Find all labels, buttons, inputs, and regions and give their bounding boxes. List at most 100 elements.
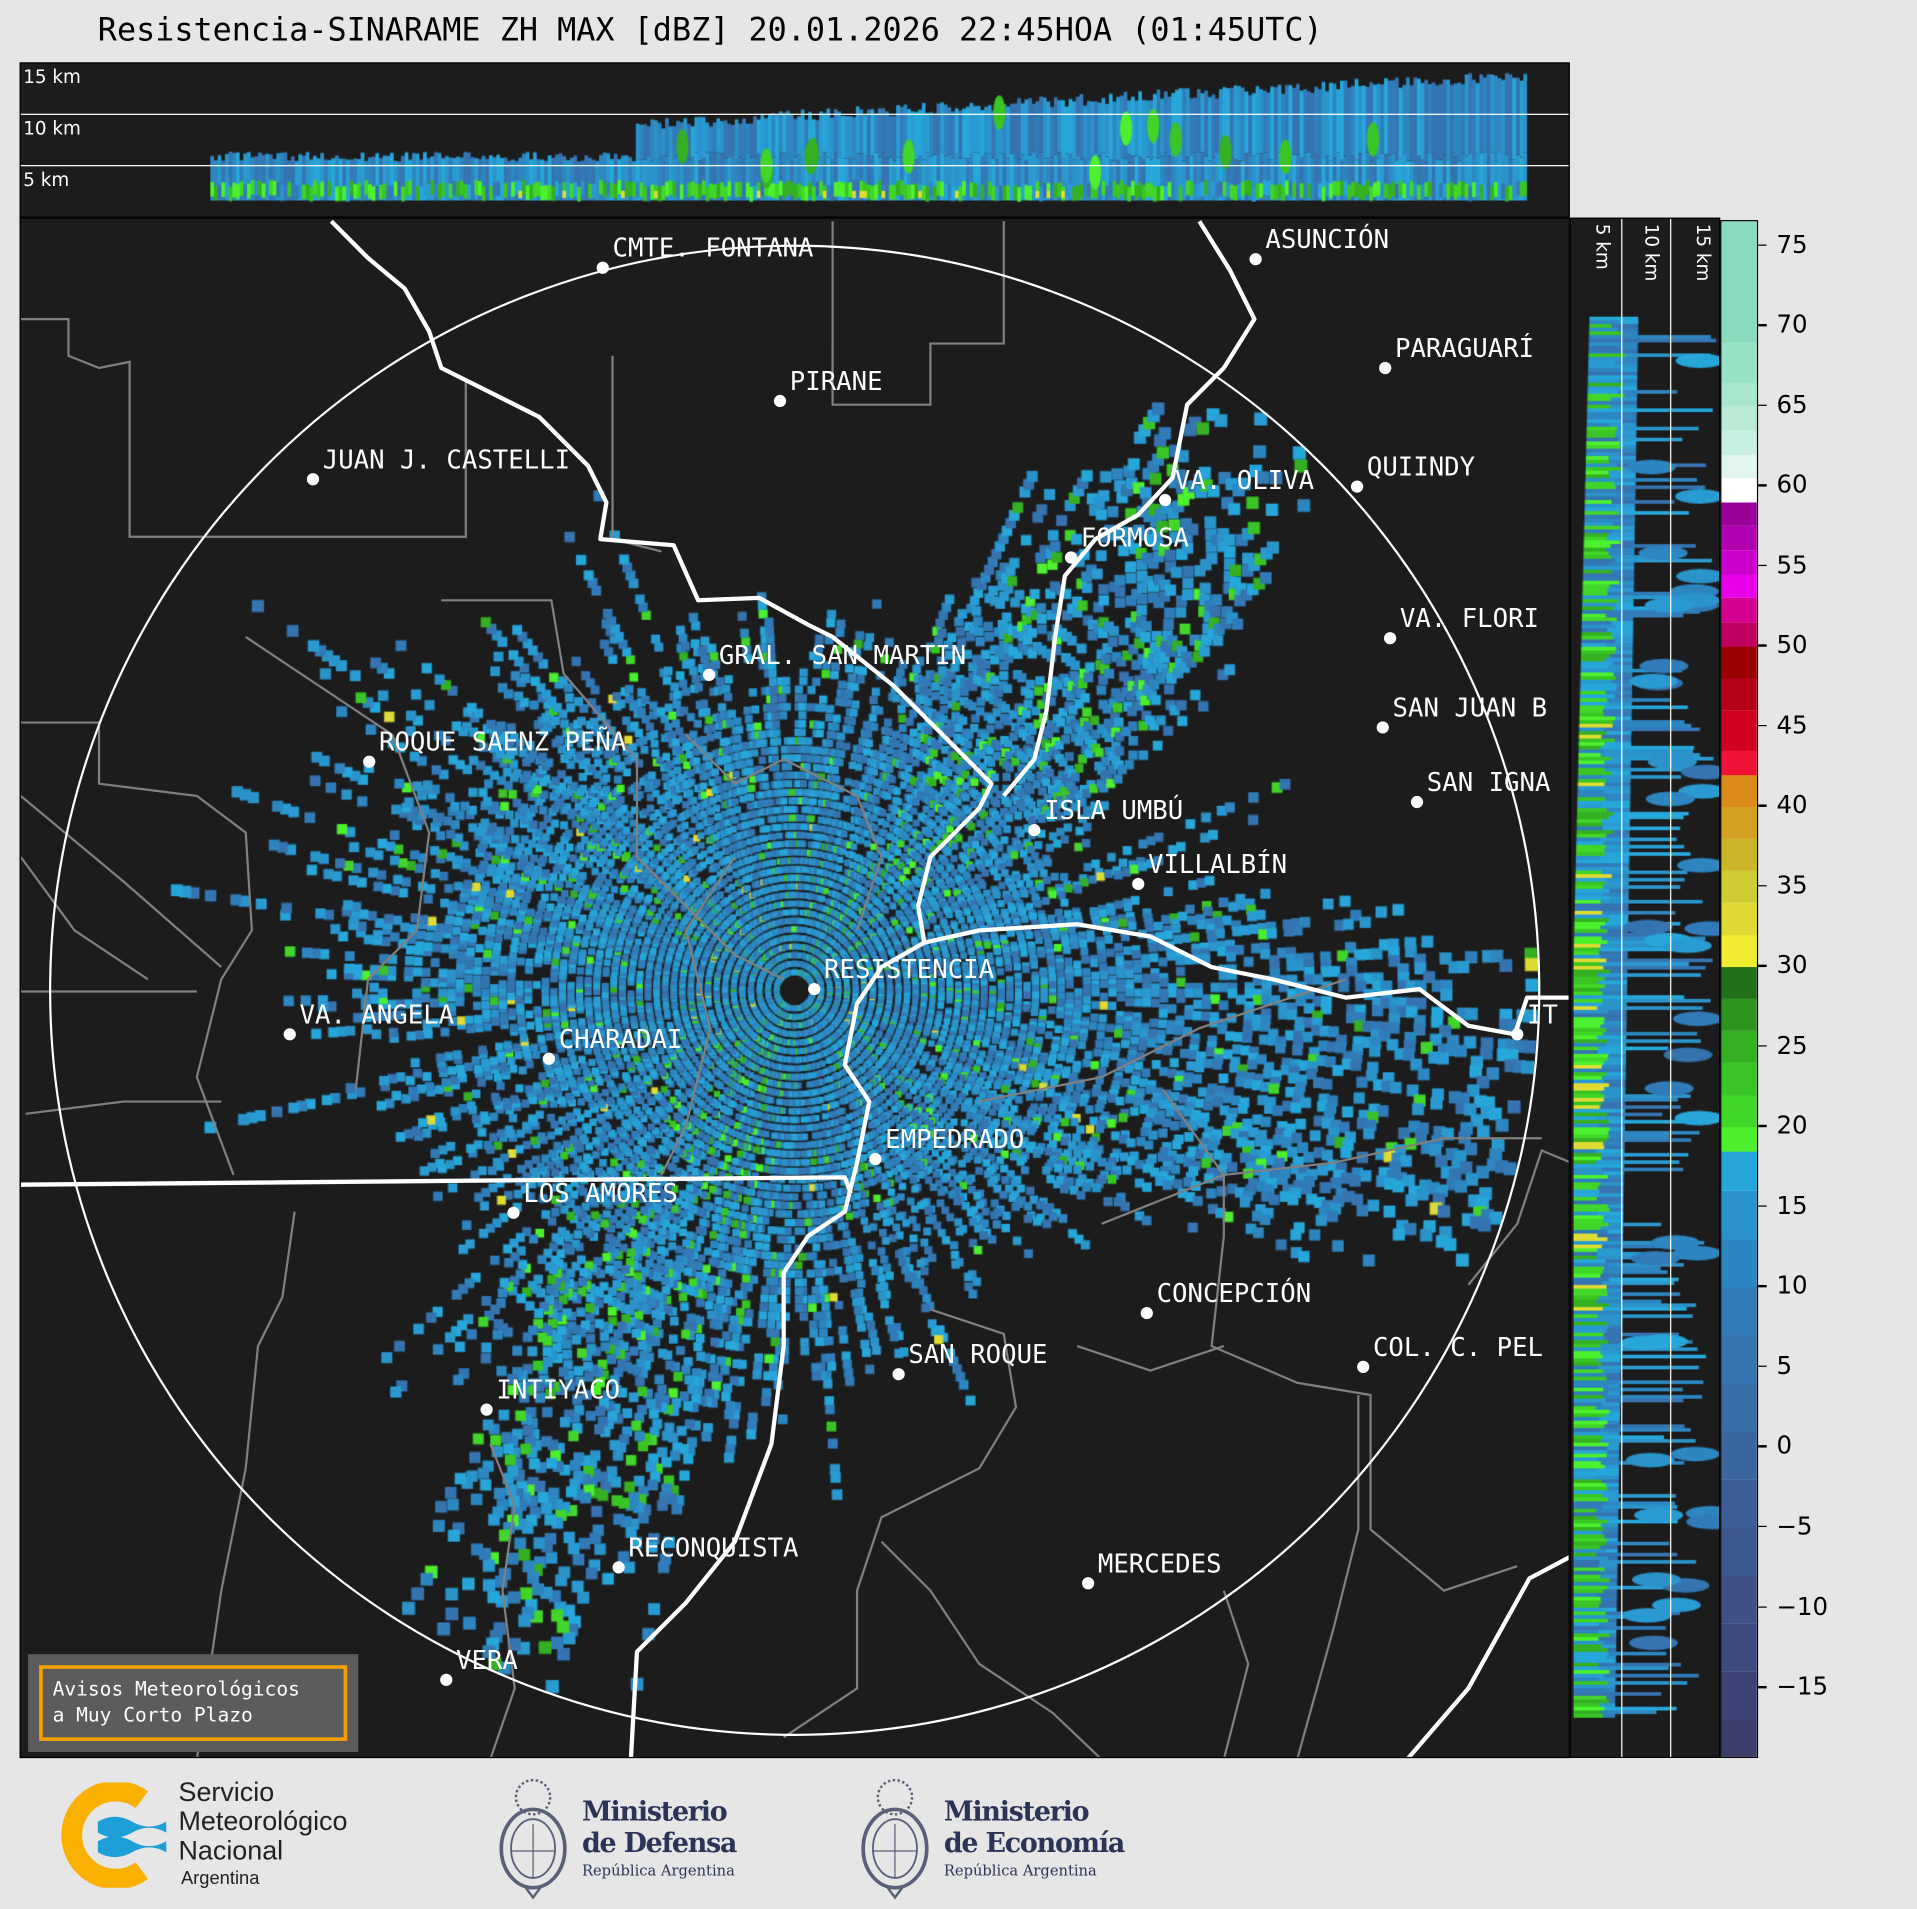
avisos-button[interactable]: Avisos Meteorológicos a Muy Corto Plazo (28, 1654, 359, 1752)
colorbar-tick-label: −10 (1776, 1591, 1829, 1621)
city-label: SAN ROQUE (908, 1339, 1048, 1370)
province-border (20, 856, 149, 981)
economia-line3: República Argentina (943, 1862, 1097, 1880)
city-marker (1028, 824, 1041, 837)
province-border (20, 795, 223, 968)
city-label: CMTE. FONTANA (612, 233, 814, 263)
province-border (880, 1540, 1101, 1757)
city-marker (1132, 877, 1145, 891)
colorbar-tick (1758, 1525, 1767, 1528)
city-marker (1159, 493, 1172, 507)
colorbar-segment (1721, 221, 1757, 343)
avisos-line2: a Muy Corto Plazo (52, 1703, 253, 1727)
city-marker (306, 473, 320, 486)
colorbar-tick-label: 50 (1776, 629, 1808, 660)
colorbar-tick-label: −15 (1776, 1671, 1829, 1701)
province-border (1222, 1590, 1250, 1757)
colorbar-segment (1721, 1719, 1757, 1757)
colorbar-segment (1721, 1430, 1757, 1480)
avisos-button-frame[interactable]: Avisos Meteorológicos a Muy Corto Plazo (39, 1665, 348, 1741)
colorbar-tick-label: 20 (1776, 1110, 1808, 1140)
province-border (1296, 1394, 1360, 1757)
smn-line2: Meteorológico (178, 1805, 348, 1837)
province-border (685, 734, 883, 931)
colorbar-segment (1721, 501, 1757, 527)
economia-line1: Ministerio (943, 1795, 1090, 1828)
city-label: JUAN J. CASTELLI (322, 445, 571, 475)
colorbar-tick (1758, 884, 1767, 887)
city-label: VERA (456, 1645, 518, 1675)
province-border (660, 856, 736, 1176)
colorbar-segment (1721, 1575, 1757, 1624)
colorbar-segment (1721, 774, 1757, 807)
avisos-line1: Avisos Meteorológicos (52, 1677, 300, 1701)
city-label: VA. OLIVA (1174, 465, 1315, 496)
city-label: PIRANE (789, 366, 883, 397)
colorbar-tick-label: 55 (1776, 549, 1808, 580)
height-label-5km: 5 km (1591, 223, 1614, 270)
colorbar-tick-label: 70 (1776, 309, 1808, 339)
city-label: CHARADAI (558, 1024, 683, 1054)
city-label: SAN JUAN B (1392, 693, 1548, 723)
colorbar-segment (1721, 998, 1757, 1031)
city-marker (440, 1673, 453, 1686)
city-marker (869, 1152, 882, 1166)
smn-line1: Servicio (178, 1776, 275, 1808)
city-marker (1511, 1028, 1524, 1041)
river (1002, 220, 1257, 798)
province-border (1101, 1137, 1542, 1225)
colorbar-segment (1721, 1062, 1757, 1096)
city-marker (702, 668, 716, 681)
colorbar-segment (1721, 381, 1757, 407)
city-marker (596, 261, 609, 274)
colorbar-tick-label: 5 (1776, 1350, 1793, 1381)
city-marker (1376, 721, 1389, 734)
city-label: VA. FLORI (1399, 603, 1540, 634)
colorbar-segment (1721, 1671, 1757, 1720)
argentina-coat-of-arms-icon (861, 1778, 929, 1900)
colorbar-tick-label: 30 (1776, 950, 1808, 980)
city-label: QUIINDY (1366, 452, 1476, 482)
province-border (245, 636, 431, 1090)
colorbar-tick-label: 45 (1776, 710, 1808, 740)
height-label-5km: 5 km (23, 168, 70, 191)
smn-line3: Nacional (178, 1835, 284, 1866)
colorbar-segment (1721, 341, 1757, 383)
city-label: GRAL. SAN MARTIN (718, 640, 967, 670)
province-border (831, 221, 1005, 406)
city-marker (1140, 1306, 1153, 1320)
city-marker (542, 1052, 556, 1065)
city-label: CONCEPCIÓN (1156, 1278, 1312, 1309)
province-border (20, 317, 467, 538)
radar-map[interactable]: CMTE. FONTANA ASUNCIÓN PARAGUARÍ PIRANE JUAN… (19, 217, 1570, 1759)
height-label-10km: 10 km (1640, 223, 1663, 282)
river (329, 219, 994, 943)
city-marker (1357, 1360, 1370, 1373)
colorbar-tick (1758, 564, 1767, 567)
colorbar-tick (1758, 1285, 1767, 1288)
colorbar-tick (1758, 965, 1767, 967)
map-overlay (20, 219, 1569, 1757)
colorbar-tick (1758, 1205, 1767, 1208)
province-border (1076, 1345, 1225, 1372)
colorbar-tick (1758, 404, 1767, 407)
colorbar-segment (1721, 1334, 1757, 1384)
city-marker (1064, 551, 1078, 564)
colorbar-segment (1721, 1190, 1757, 1240)
colorbar-segment (1721, 429, 1757, 455)
colorbar-tick-label: 25 (1776, 1030, 1808, 1060)
colorbar-segment (1721, 573, 1757, 599)
colorbar-tick-label: 60 (1776, 469, 1808, 500)
colorbar-segment (1721, 1623, 1757, 1672)
river (628, 940, 926, 1757)
province-border (20, 721, 253, 1176)
city-marker (283, 1028, 296, 1041)
colorbar-segment (1721, 453, 1757, 479)
city-marker (1350, 480, 1364, 493)
range-ring (49, 244, 1541, 1736)
colorbar-segment (1721, 1126, 1757, 1152)
colorbar-segment (1721, 1527, 1757, 1576)
colorbar-segment (1721, 1286, 1757, 1336)
colorbar-segment (1721, 621, 1757, 647)
top-cross-section: 15 km 10 km 5 km (19, 62, 1570, 218)
